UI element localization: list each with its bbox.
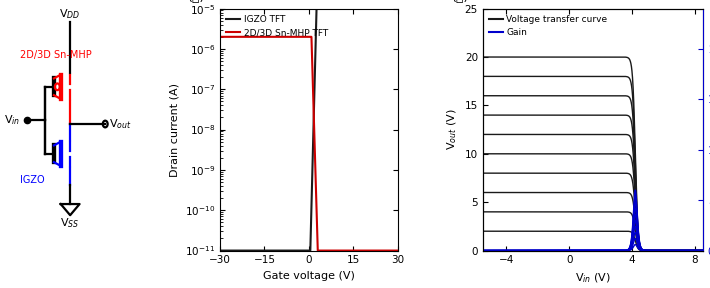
IGZO TFT [216, 249, 224, 252]
Y-axis label: V$_{out}$ (V): V$_{out}$ (V) [446, 109, 459, 150]
Y-axis label: Drain current (A): Drain current (A) [170, 83, 180, 177]
Text: 2D/3D Sn-MHP: 2D/3D Sn-MHP [21, 50, 92, 60]
Text: V$_{DD}$: V$_{DD}$ [60, 7, 81, 21]
IGZO TFT [297, 249, 306, 252]
IGZO TFT [302, 249, 311, 252]
2D/3D Sn-MHP TFT [297, 35, 306, 39]
X-axis label: Gate voltage (V): Gate voltage (V) [263, 271, 355, 281]
2D/3D Sn-MHP TFT [388, 249, 397, 252]
Line: IGZO TFT: IGZO TFT [220, 0, 398, 251]
Legend: Voltage transfer curve, Gain: Voltage transfer curve, Gain [487, 13, 609, 39]
2D/3D Sn-MHP TFT [314, 249, 322, 252]
2D/3D Sn-MHP TFT [393, 249, 402, 252]
Text: V$_{in}$: V$_{in}$ [4, 113, 21, 127]
Text: IGZO: IGZO [21, 175, 45, 185]
2D/3D Sn-MHP TFT [225, 35, 234, 39]
Legend: IGZO TFT, 2D/3D Sn-MHP TFT: IGZO TFT, 2D/3D Sn-MHP TFT [224, 13, 329, 39]
IGZO TFT [225, 249, 234, 252]
Text: (ア): (ア) [188, 0, 205, 4]
2D/3D Sn-MHP TFT [388, 249, 397, 252]
2D/3D Sn-MHP TFT [216, 35, 224, 39]
Text: V$_{SS}$: V$_{SS}$ [60, 216, 80, 230]
2D/3D Sn-MHP TFT [302, 35, 311, 39]
Text: V$_{out}$: V$_{out}$ [109, 117, 132, 131]
2D/3D Sn-MHP TFT [356, 249, 364, 252]
X-axis label: V$_{in}$ (V): V$_{in}$ (V) [575, 271, 611, 285]
Text: (イ): (イ) [452, 0, 469, 4]
Line: 2D/3D Sn-MHP TFT: 2D/3D Sn-MHP TFT [220, 37, 398, 251]
